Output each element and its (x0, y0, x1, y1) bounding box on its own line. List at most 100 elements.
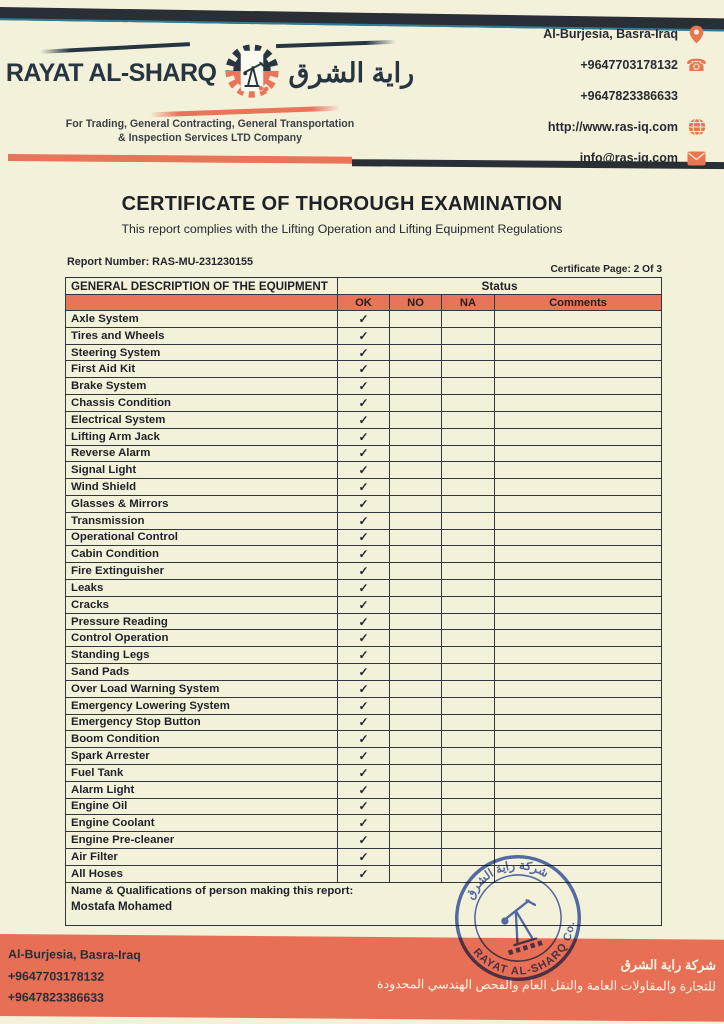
table-row: Spark Arrester ✓ (66, 748, 661, 765)
na-cell (442, 731, 495, 749)
na-cell (442, 798, 495, 816)
no-cell (390, 428, 442, 446)
divider-orange-segment (7, 154, 353, 164)
no-cell (390, 327, 442, 345)
comments-cell (495, 328, 661, 345)
company-tagline: For Trading, General Contracting, Genera… (65, 118, 355, 144)
ok-checkmark-cell: ✓ (338, 512, 390, 530)
no-cell (390, 815, 442, 833)
equipment-label: Glasses & Mirrors (66, 495, 338, 513)
ok-checkmark-cell: ✓ (338, 815, 390, 833)
table-row: Electrical System ✓ (66, 411, 661, 429)
table-row: Tires and Wheels ✓ (66, 327, 661, 345)
table-row: Transmission ✓ (66, 512, 661, 530)
no-cell (390, 630, 442, 648)
equipment-label: Operational Control (66, 529, 338, 547)
na-cell (442, 462, 495, 480)
table-row: Cracks ✓ (66, 596, 661, 614)
equipment-label: Alarm Light (66, 781, 338, 799)
table-header-row-2: OK NO NA Comments (66, 294, 661, 311)
comments-cell (495, 597, 661, 614)
na-cell (442, 647, 495, 665)
comments-cell (495, 446, 661, 463)
na-cell (442, 378, 495, 396)
comments-cell (495, 429, 661, 446)
ok-checkmark-cell: ✓ (338, 865, 390, 883)
comments-cell (495, 614, 661, 631)
na-cell (442, 832, 495, 849)
ok-checkmark-cell: ✓ (338, 664, 390, 681)
no-cell (390, 512, 442, 530)
phone-line-1: +9647703178132 ☎ (580, 55, 708, 75)
equipment-label: Wind Shield (66, 479, 338, 496)
table-row: Pressure Reading ✓ (66, 613, 661, 631)
table-row: Reverse Alarm ✓ (66, 445, 661, 463)
table-body: Axle System ✓ Tires and Wheels ✓ Steerin… (66, 311, 661, 883)
table-row: Engine Coolant ✓ (66, 815, 661, 833)
no-cell (390, 411, 442, 429)
ok-checkmark-cell: ✓ (338, 327, 390, 345)
na-cell (442, 815, 495, 833)
equipment-label: Fuel Tank (66, 764, 338, 782)
comments-cell (495, 832, 661, 849)
ok-checkmark-cell: ✓ (338, 411, 390, 429)
envelope-icon (687, 149, 706, 168)
na-cell (442, 479, 495, 496)
na-cell (442, 361, 495, 379)
na-cell (442, 428, 495, 446)
na-cell (442, 630, 495, 648)
ok-checkmark-cell: ✓ (338, 647, 390, 665)
comments-cell (495, 681, 661, 698)
report-maker-section: Name & Qualifications of person making t… (66, 883, 661, 925)
description-column-header: GENERAL DESCRIPTION OF THE EQUIPMENT (66, 278, 338, 294)
table-row: Boom Condition ✓ (66, 731, 661, 749)
na-cell (442, 563, 495, 580)
icon-spacer (687, 87, 706, 106)
na-cell (442, 311, 495, 328)
comments-cell (495, 378, 661, 396)
no-cell (390, 311, 442, 328)
na-cell (442, 714, 495, 732)
table-row: Emergency Stop Button ✓ (66, 714, 661, 732)
comments-cell (495, 799, 661, 816)
ok-checkmark-cell: ✓ (338, 445, 390, 463)
company-logo-block: RAYAT AL-SHARQ (6, 39, 414, 145)
comments-cell (495, 530, 661, 547)
ok-checkmark-cell: ✓ (338, 697, 390, 715)
no-cell (390, 361, 442, 379)
logo-swoosh-left (40, 42, 190, 54)
na-cell (442, 680, 495, 698)
na-cell (442, 411, 495, 429)
equipment-label: Axle System (66, 311, 338, 328)
comments-cell (495, 563, 661, 580)
equipment-label: Boom Condition (66, 731, 338, 749)
brand-name-arabic: راية الشرق (288, 58, 415, 88)
na-cell (442, 327, 495, 345)
no-cell (390, 647, 442, 665)
table-row: Operational Control ✓ (66, 529, 661, 547)
comments-cell (495, 412, 661, 429)
na-cell (442, 395, 495, 412)
comments-cell (495, 698, 661, 715)
equipment-label: Fire Extinguisher (66, 563, 338, 580)
stamp-pumpjack-icon (501, 899, 538, 947)
comments-cell (495, 647, 661, 665)
na-cell (442, 697, 495, 715)
email-line: info@ras-iq.com (426, 148, 706, 168)
comments-cell (495, 815, 661, 833)
no-cell (390, 865, 442, 883)
document-subtitle: This report complies with the Lifting Op… (121, 222, 563, 236)
equipment-label: Electrical System (66, 411, 338, 429)
ok-checkmark-cell: ✓ (338, 529, 390, 547)
no-cell (390, 495, 442, 513)
no-cell (390, 798, 442, 816)
comments-cell (495, 731, 661, 749)
table-row: Chassis Condition ✓ (66, 395, 661, 412)
no-cell (390, 580, 442, 597)
ok-checkmark-cell: ✓ (338, 849, 390, 866)
ok-checkmark-cell: ✓ (338, 630, 390, 648)
ok-checkmark-cell: ✓ (338, 832, 390, 849)
equipment-label: Control Operation (66, 630, 338, 648)
footer-phone-2: +9647823386633 (7, 990, 104, 1005)
ok-checkmark-cell: ✓ (338, 546, 390, 564)
